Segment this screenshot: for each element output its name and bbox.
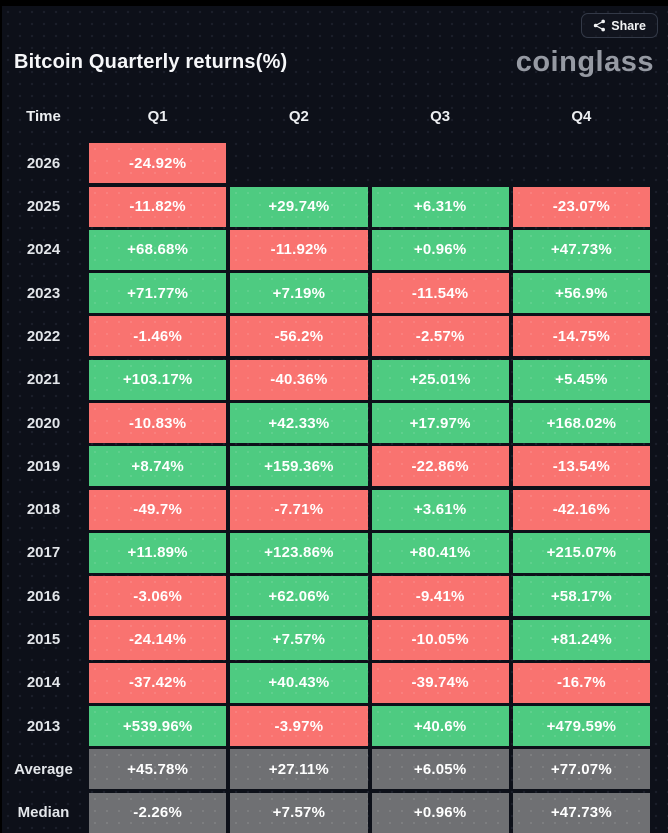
table-cell: -14.75% — [512, 316, 651, 357]
table-cell: +3.61% — [371, 489, 510, 530]
table-cell: +6.31% — [371, 186, 510, 227]
table-cell: +25.01% — [371, 359, 510, 400]
table-cell: +40.6% — [371, 706, 510, 747]
table-cell: +103.17% — [89, 359, 227, 400]
table-cell: +0.96% — [371, 792, 510, 833]
row-label: Median — [17, 804, 70, 822]
table-cell: +81.24% — [512, 619, 651, 660]
table-cell — [513, 143, 650, 183]
title-row: Bitcoin Quarterly returns(%) coinglass — [14, 42, 654, 82]
table-cell: -13.54% — [512, 446, 651, 487]
table-cell: +479.59% — [512, 706, 651, 747]
table-cell: -56.2% — [230, 316, 368, 357]
table-cell: +27.11% — [230, 749, 368, 790]
table-cell: -11.82% — [89, 186, 227, 227]
row-label: 2013 — [26, 717, 61, 735]
table-cell: -40.36% — [230, 359, 368, 400]
share-icon — [593, 19, 606, 32]
table-cell: -2.26% — [89, 792, 227, 833]
table-cell: +42.33% — [230, 403, 368, 444]
row-label: 2022 — [26, 327, 61, 345]
column-header-q3: Q3 — [430, 108, 451, 125]
column-header-q1: Q1 — [147, 108, 168, 125]
table-cell: -42.16% — [512, 489, 651, 530]
returns-table: Time Q1 Q2 Q3 Q4 2026 -24.92% 2025 -11.82% +… — [2, 100, 651, 833]
row-label: 2020 — [26, 414, 61, 432]
row-label: 2026 — [26, 154, 61, 172]
table-cell — [230, 143, 367, 183]
table-cell: +17.97% — [371, 403, 510, 444]
table-cell: -10.05% — [371, 619, 510, 660]
table-cell: +45.78% — [89, 749, 227, 790]
table-cell: +5.45% — [512, 359, 651, 400]
row-label: 2016 — [26, 587, 61, 605]
table-cell: -23.07% — [512, 186, 651, 227]
table-cell: -49.7% — [89, 489, 227, 530]
table-cell: +6.05% — [371, 749, 510, 790]
table-cell: +29.74% — [230, 186, 368, 227]
row-label: 2014 — [26, 674, 61, 692]
row-label: 2015 — [26, 631, 61, 649]
table-cell: -10.83% — [89, 403, 227, 444]
table-cell: +47.73% — [512, 229, 651, 270]
table-cell: +80.41% — [371, 532, 510, 573]
table-cell: +47.73% — [512, 792, 651, 833]
row-label: Average — [14, 760, 73, 778]
table-cell — [372, 143, 509, 183]
table-cell: -24.92% — [89, 143, 227, 184]
table-cell: +215.07% — [512, 532, 651, 573]
table-cell: -24.14% — [89, 619, 227, 660]
table-cell: +123.86% — [230, 532, 368, 573]
table-cell: +71.77% — [89, 273, 227, 314]
table-cell: -2.57% — [371, 316, 510, 357]
table-cell: +159.36% — [230, 446, 368, 487]
row-label: 2023 — [26, 284, 61, 302]
table-cell: +62.06% — [230, 576, 368, 617]
table-cell: +7.57% — [230, 619, 368, 660]
row-label: 2019 — [26, 457, 61, 475]
share-button-label: Share — [611, 18, 646, 33]
table-cell: -11.54% — [371, 273, 510, 314]
row-label: 2021 — [26, 371, 61, 389]
table-cell: +7.19% — [230, 273, 368, 314]
table-cell: -3.97% — [230, 706, 368, 747]
table-cell: -22.86% — [371, 446, 510, 487]
table-cell: +11.89% — [89, 532, 227, 573]
table-cell: +0.96% — [371, 229, 510, 270]
row-label: 2025 — [26, 198, 61, 216]
table-cell: -37.42% — [89, 662, 227, 703]
table-cell: -7.71% — [230, 489, 368, 530]
table-cell: -39.74% — [371, 662, 510, 703]
row-label: 2018 — [26, 501, 61, 519]
row-label: 2017 — [26, 544, 61, 562]
column-header-q2: Q2 — [288, 108, 309, 125]
table-cell: +168.02% — [512, 403, 651, 444]
table-cell: -9.41% — [371, 576, 510, 617]
table-cell: +56.9% — [512, 273, 651, 314]
table-cell: +40.43% — [230, 662, 368, 703]
coinglass-logo[interactable]: coinglass — [515, 45, 654, 78]
table-cell: -3.06% — [89, 576, 227, 617]
table-cell: +8.74% — [89, 446, 227, 487]
table-cell: +58.17% — [512, 576, 651, 617]
table-cell: -1.46% — [89, 316, 227, 357]
main-panel: Share Bitcoin Quarterly returns(%) coing… — [2, 6, 668, 833]
page-title: Bitcoin Quarterly returns(%) — [14, 50, 288, 73]
table-cell: -11.92% — [230, 229, 368, 270]
table-cell: +539.96% — [89, 706, 227, 747]
table-cell: +77.07% — [512, 749, 651, 790]
row-label: 2024 — [26, 241, 61, 259]
column-header-q4: Q4 — [571, 108, 592, 125]
table-cell: -16.7% — [512, 662, 651, 703]
table-cell: +7.57% — [230, 792, 368, 833]
column-header-time: Time — [26, 108, 61, 125]
table-cell: +68.68% — [89, 229, 227, 270]
share-button[interactable]: Share — [581, 13, 658, 38]
